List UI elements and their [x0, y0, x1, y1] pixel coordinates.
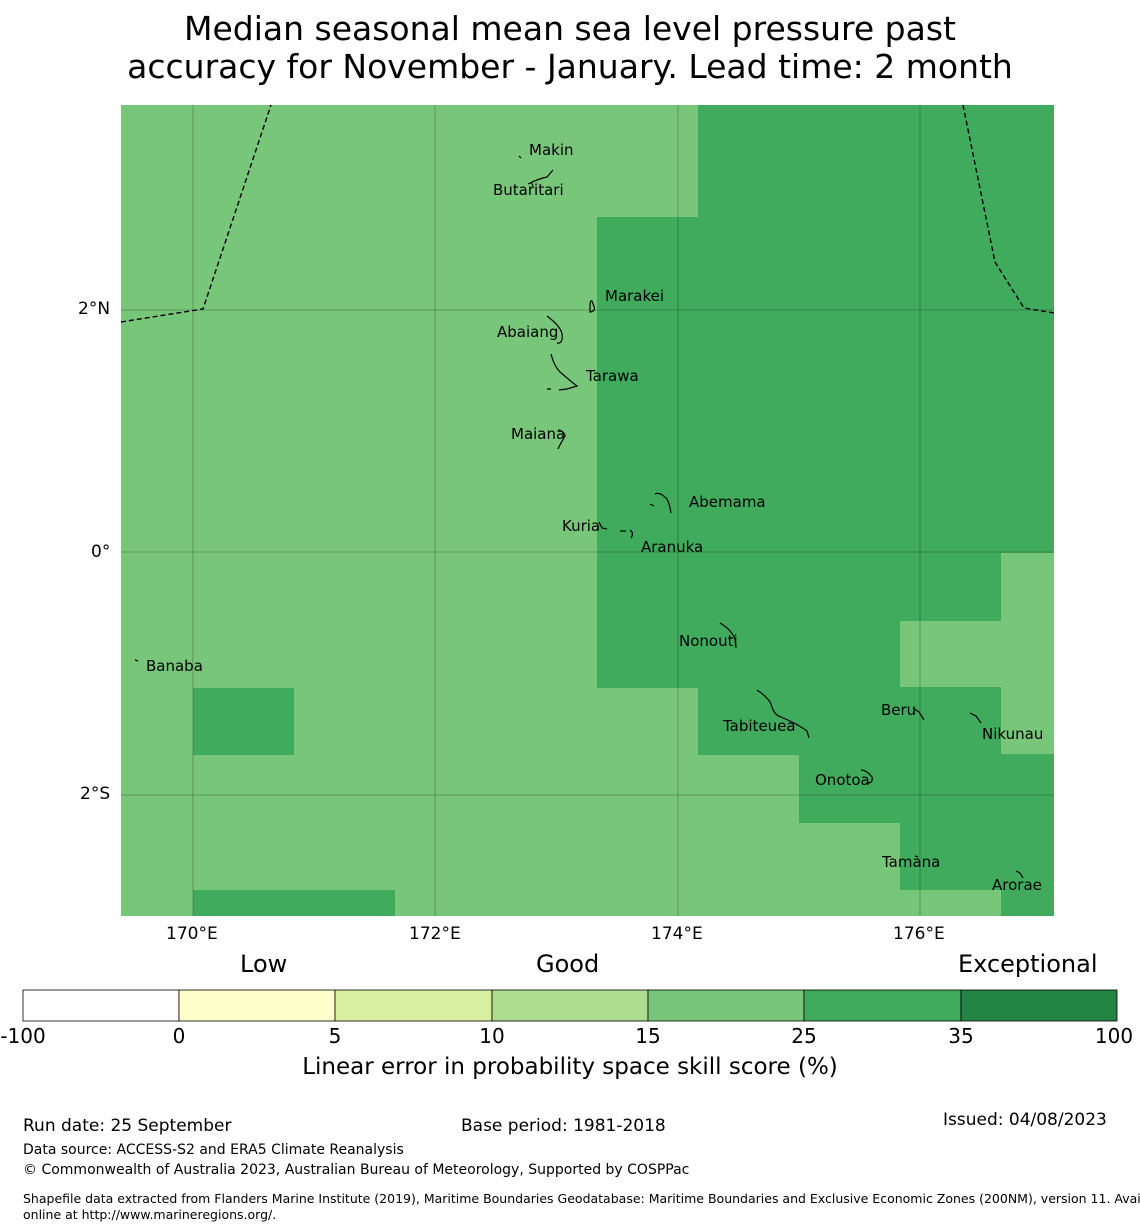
island-label-tabiteuea: Tabiteuea — [723, 717, 796, 735]
chart-title: Median seasonal mean sea level pressure … — [0, 10, 1140, 86]
lat-label-2s: 2°S — [80, 784, 111, 804]
colorbar-tick: 0 — [172, 1024, 186, 1048]
island-shape-aranuka — [620, 529, 633, 539]
colorbar-tick: 15 — [635, 1024, 661, 1048]
base-period: Base period: 1981-2018 — [461, 1116, 666, 1136]
island-shape-kuria — [598, 521, 608, 530]
island-label-butaritari: Butaritari — [493, 181, 564, 199]
very-good-block-central — [597, 217, 1054, 553]
colorbar-tick: 100 — [1094, 1024, 1134, 1048]
island-shape-abaiang — [546, 315, 563, 344]
island-label-makin: Makin — [529, 141, 574, 159]
run-date: Run date: 25 September — [23, 1116, 232, 1136]
island-label-maiana: Maiana — [511, 425, 566, 443]
island-shape-maiana — [557, 429, 566, 450]
colorbar-category-low: Low — [240, 950, 288, 978]
island-shape-banaba — [134, 659, 139, 662]
colorbar-tick: -100 — [0, 1024, 46, 1048]
copyright: © Commonwealth of Australia 2023, Austra… — [23, 1162, 690, 1178]
very-good-block-tamana — [900, 822, 1054, 890]
very-good-block-equator — [597, 552, 1001, 621]
very-good-block-tabiteuea — [698, 687, 1001, 755]
island-label-aranuka: Aranuka — [641, 538, 704, 556]
colorbar-box-3 — [334, 989, 493, 1022]
island-label-nonouti: Nonouti — [679, 632, 738, 650]
island-label-tamana: Tamana — [882, 853, 941, 871]
island-label-marakei: Marakei — [605, 287, 665, 305]
shapefile-credit-line-1: Shapefile data extracted from Flanders M… — [23, 1191, 1140, 1206]
colorbar-box-5 — [647, 989, 805, 1022]
eez-boundary — [120, 104, 1055, 323]
colorbar-category-exceptional: Exceptional — [958, 950, 1098, 978]
lat-label-equator: 0° — [91, 542, 111, 562]
lon-label-172e: 172°E — [409, 924, 461, 944]
island-shape-tarawa — [547, 353, 579, 391]
shapefile-credit-line-2: online at http://www.marineregions.org/. — [23, 1207, 277, 1222]
colorbar-box-7 — [960, 989, 1118, 1022]
island-label-onotoa: Onotoa — [815, 771, 870, 789]
colorbar-category-good: Good — [536, 950, 600, 978]
data-source: Data source: ACCESS-S2 and ERA5 Climate … — [23, 1142, 404, 1158]
very-good-block-southwest — [193, 890, 395, 916]
title-line-2: accuracy for November - January. Lead ti… — [127, 47, 1013, 86]
island-label-arorae: Arorae — [992, 876, 1042, 894]
lon-label-170e: 170°E — [166, 924, 218, 944]
gridlines — [121, 105, 1054, 916]
island-shape-tabiteuea — [756, 689, 810, 739]
island-label-tarawa: Tarawa — [586, 367, 639, 385]
issued-date: Issued: 04/08/2023 — [943, 1110, 1107, 1130]
very-good-block-arorae — [1001, 889, 1054, 916]
colorbar-tick: 35 — [948, 1024, 974, 1048]
island-label-nikunau: Nikunau — [982, 725, 1044, 743]
island-shape-arorae — [1015, 870, 1024, 879]
island-label-beru: Beru — [881, 701, 917, 719]
island-shape-marakei — [589, 300, 596, 313]
skill-region-very-good — [193, 105, 1054, 916]
island-shape-abemama — [649, 492, 672, 514]
very-good-block-west — [193, 688, 294, 755]
title-line-1: Median seasonal mean sea level pressure … — [184, 9, 956, 48]
colorbar-tick: 25 — [791, 1024, 817, 1048]
colorbar-box-1 — [22, 989, 180, 1022]
island-label-kuria: Kuria — [562, 517, 601, 535]
lon-label-174e: 174°E — [651, 924, 703, 944]
island-shape-beru — [912, 707, 925, 721]
island-label-abaiang: Abaiang — [497, 323, 559, 341]
lon-label-176e: 176°E — [893, 924, 945, 944]
island-shape-nikunau — [969, 712, 982, 724]
island-shape-makin — [518, 155, 522, 159]
colorbar-box-2 — [178, 989, 336, 1022]
island-outlines — [134, 155, 1024, 879]
very-good-block-northeast — [698, 105, 1054, 218]
island-label-abemama: Abemama — [689, 493, 766, 511]
island-shape-butaritari — [527, 169, 554, 187]
colorbar — [22, 989, 1118, 1022]
very-good-block-onotoa — [799, 754, 1054, 823]
very-good-block-nonouti — [597, 620, 900, 688]
island-label-banaba: Banaba — [146, 657, 203, 675]
colorbar-tick: 5 — [328, 1024, 342, 1048]
island-shape-tamana — [914, 855, 919, 858]
colorbar-tick: 10 — [479, 1024, 505, 1048]
colorbar-box-4 — [491, 989, 649, 1022]
island-shape-onotoa — [860, 769, 873, 784]
colorbar-label: Linear error in probability space skill … — [302, 1054, 838, 1080]
colorbar-box-6 — [803, 989, 962, 1022]
lat-label-2n: 2°N — [78, 299, 111, 319]
island-shape-nonouti — [719, 622, 737, 649]
